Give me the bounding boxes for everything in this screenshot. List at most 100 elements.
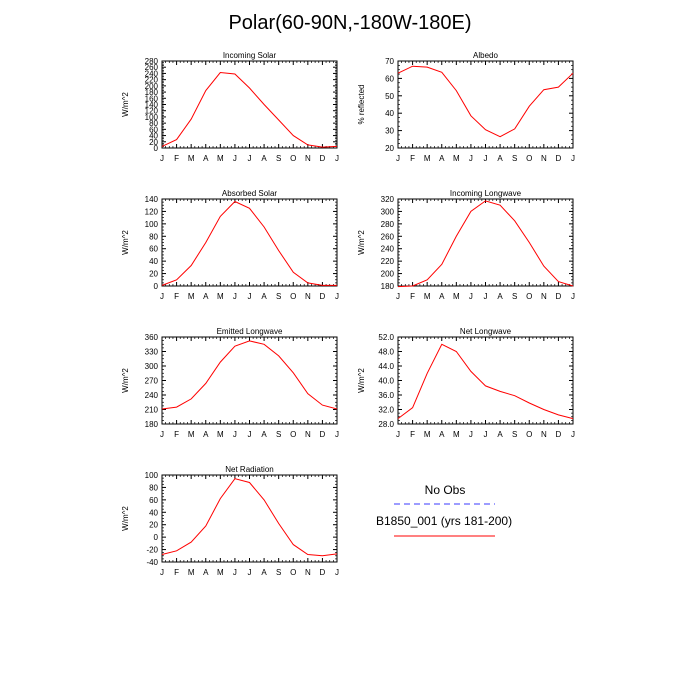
x-tick-label: N (305, 292, 311, 301)
x-tick-label: J (248, 292, 252, 301)
y-tick-label: 0 (154, 282, 159, 291)
x-tick-label: D (556, 430, 562, 439)
y-tick-label: 240 (145, 391, 159, 400)
legend: No Obs B1850_001 (yrs 181-200) (376, 483, 512, 537)
x-tick-label: J (160, 568, 164, 577)
x-tick-label: O (290, 154, 296, 163)
y-tick-label: 28.0 (378, 420, 394, 429)
plot-frame (161, 198, 338, 287)
x-tick-label: M (217, 568, 224, 577)
y-tick-label: 280 (145, 57, 159, 66)
y-axis-label: W/m^2 (121, 230, 130, 255)
x-tick-label: N (305, 568, 311, 577)
x-tick-label: D (320, 154, 326, 163)
y-tick-label: 140 (145, 195, 159, 204)
series-line (161, 478, 338, 557)
x-tick-label: J (233, 154, 237, 163)
y-tick-label: 40 (385, 109, 394, 118)
y-tick-label: 270 (145, 377, 159, 386)
plot-frame (397, 60, 574, 149)
x-tick-label: O (526, 154, 532, 163)
x-tick-label: J (484, 292, 488, 301)
x-tick-label: M (424, 430, 431, 439)
x-tick-label: J (571, 154, 575, 163)
y-tick-label: 260 (145, 63, 159, 72)
x-tick-label: N (541, 292, 547, 301)
x-tick-label: J (571, 292, 575, 301)
x-tick-label: J (335, 568, 339, 577)
x-tick-label: M (424, 292, 431, 301)
x-tick-label: J (160, 292, 164, 301)
x-tick-label: J (469, 430, 473, 439)
y-tick-label: 40 (149, 508, 158, 517)
x-tick-label: O (526, 292, 532, 301)
x-tick-label: M (424, 154, 431, 163)
x-tick-label: J (469, 292, 473, 301)
x-tick-label: O (526, 430, 532, 439)
y-axis-label: W/m^2 (121, 506, 130, 531)
x-tick-label: F (174, 154, 179, 163)
x-tick-label: D (320, 430, 326, 439)
x-tick-label: J (335, 154, 339, 163)
panel-title: Net Longwave (460, 327, 512, 336)
x-tick-label: D (556, 292, 562, 301)
x-tick-label: F (174, 292, 179, 301)
page-title: Polar(60-90N,-180W-180E) (228, 12, 472, 34)
y-axis-label: W/m^2 (121, 368, 130, 393)
y-tick-label: 0 (154, 144, 159, 153)
panel-title: Incoming Longwave (450, 189, 522, 198)
y-tick-label: 300 (381, 207, 395, 216)
y-tick-label: -40 (146, 558, 158, 567)
x-tick-label: J (248, 568, 252, 577)
x-tick-label: S (512, 292, 517, 301)
series-line (161, 340, 338, 410)
x-tick-label: F (410, 430, 415, 439)
x-tick-label: S (276, 568, 281, 577)
y-tick-label: -20 (146, 546, 158, 555)
y-axis-label: W/m^2 (121, 92, 130, 117)
x-tick-label: J (484, 154, 488, 163)
y-tick-label: 180 (381, 282, 395, 291)
y-tick-label: 320 (381, 195, 395, 204)
y-tick-label: 40.0 (378, 377, 394, 386)
x-tick-label: D (556, 154, 562, 163)
y-tick-label: 30 (385, 127, 394, 136)
x-tick-label: F (174, 568, 179, 577)
x-tick-label: J (335, 292, 339, 301)
y-tick-label: 240 (381, 245, 395, 254)
y-tick-label: 40 (149, 257, 158, 266)
x-tick-label: J (396, 292, 400, 301)
y-tick-label: 120 (145, 107, 159, 116)
x-tick-label: M (217, 292, 224, 301)
x-tick-label: S (512, 154, 517, 163)
y-axis-label: W/m^2 (357, 368, 366, 393)
plot-frame (161, 60, 338, 149)
y-tick-label: 20 (149, 138, 158, 147)
x-tick-label: M (188, 430, 195, 439)
x-tick-label: O (290, 568, 296, 577)
x-tick-label: M (453, 154, 460, 163)
y-tick-label: 100 (145, 471, 159, 480)
y-tick-label: 48.0 (378, 348, 394, 357)
y-tick-label: 80 (149, 232, 158, 241)
series-line (397, 343, 574, 420)
x-tick-label: A (497, 154, 503, 163)
y-tick-label: 52.0 (378, 333, 394, 342)
y-tick-label: 0 (154, 533, 159, 542)
x-tick-label: J (484, 430, 488, 439)
x-tick-label: J (469, 154, 473, 163)
plot-frame (161, 336, 338, 425)
y-tick-label: 360 (145, 333, 159, 342)
legend-model-label: B1850_001 (yrs 181-200) (376, 514, 512, 528)
y-tick-label: 44.0 (378, 362, 394, 371)
y-tick-label: 20 (149, 270, 158, 279)
x-tick-label: J (396, 154, 400, 163)
x-tick-label: M (453, 292, 460, 301)
y-tick-label: 200 (381, 270, 395, 279)
y-tick-label: 200 (145, 82, 159, 91)
x-tick-label: A (439, 292, 445, 301)
